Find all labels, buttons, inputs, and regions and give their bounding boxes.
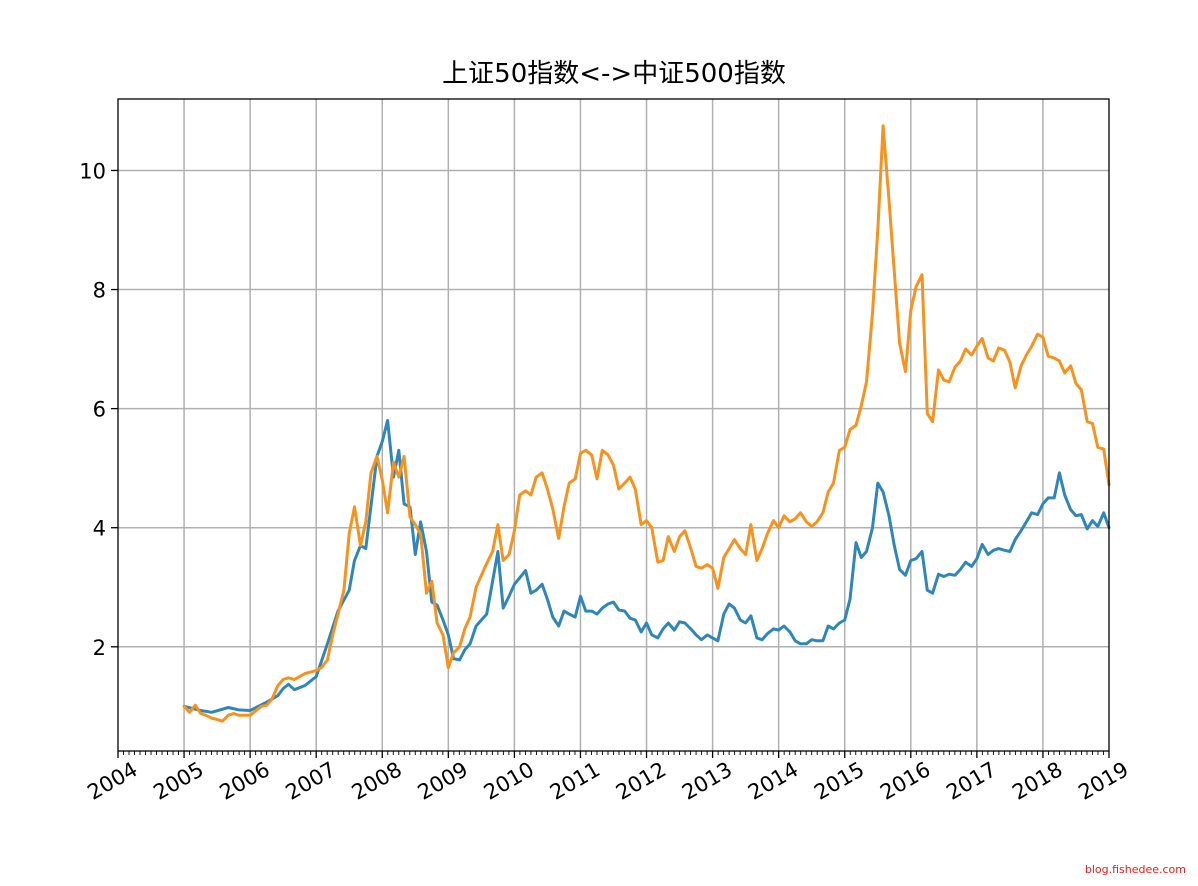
- x-tick-label: 2015: [810, 757, 868, 805]
- y-tick-label: 8: [93, 279, 106, 303]
- x-tick-label: 2018: [1008, 757, 1066, 805]
- x-tick-label: 2019: [1074, 757, 1132, 805]
- x-tick-label: 2008: [348, 757, 406, 805]
- y-tick-label: 6: [93, 398, 106, 422]
- series-layer: [182, 124, 1111, 723]
- x-tick-label: 2007: [282, 757, 340, 805]
- x-tick-label: 2006: [215, 757, 273, 805]
- x-tick-label: 2010: [480, 757, 538, 805]
- plot-frame: [117, 98, 1110, 752]
- grid: [118, 99, 1109, 751]
- y-tick-label: 4: [93, 517, 106, 541]
- chart-title: 上证50指数<->中证500指数: [442, 59, 786, 89]
- y-tick-label: 10: [79, 159, 106, 183]
- series-line-2: [182, 124, 1111, 723]
- x-tick-label: 2016: [876, 757, 934, 805]
- x-tick-label: 2011: [546, 757, 604, 805]
- x-tick-label: 2014: [744, 757, 802, 805]
- x-tick-label: 2005: [149, 757, 207, 805]
- x-tick-label: 2013: [678, 757, 736, 805]
- axes: 2004 2005 2006 2007 2008 2009 2010 2011 2012 2013…: [79, 159, 1132, 804]
- x-tick-label: 2009: [414, 757, 472, 805]
- x-tick-label: 2004: [83, 757, 141, 805]
- x-tick-label: 2017: [942, 757, 1000, 805]
- x-tick-label: 2012: [612, 757, 670, 805]
- watermark: blog.fishedee.com: [1084, 863, 1186, 876]
- y-tick-label: 2: [93, 636, 106, 660]
